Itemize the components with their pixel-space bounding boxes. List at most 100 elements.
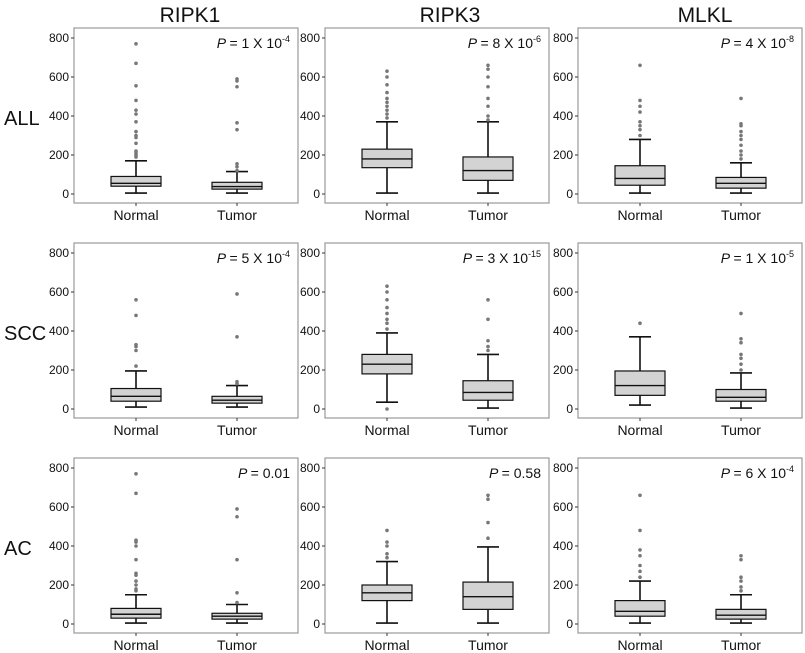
x-tick-label: Tumor: [721, 207, 761, 223]
outlier-point: [486, 298, 490, 302]
outlier-point: [739, 368, 743, 372]
outlier-point: [739, 153, 743, 157]
row-label: ALL: [4, 108, 40, 130]
iqr-box: [462, 581, 514, 610]
p-value-text: = 8 X 10: [480, 35, 533, 51]
y-tick-label: 200: [300, 363, 320, 377]
p-value-text: = 5 X 10: [229, 250, 282, 266]
x-tick-label: Tumor: [217, 422, 257, 438]
outlier-point: [739, 96, 743, 101]
outlier-point: [385, 305, 389, 310]
y-tick-label: 200: [49, 363, 69, 377]
outlier-point: [739, 557, 743, 562]
x-tick-label: Normal: [364, 422, 409, 438]
row-label: AC: [4, 538, 32, 560]
outlier-point: [134, 298, 138, 302]
outlier-point: [134, 571, 138, 576]
x-tick-label: Tumor: [721, 422, 761, 438]
p-value-text: = 0.01: [251, 465, 291, 481]
outlier-point: [235, 292, 239, 296]
outlier-point: [739, 149, 743, 153]
y-tick-label: 600: [553, 70, 573, 84]
panel-ac-ripk1: 0 200 400 600 800 Normal Tumor P = 0.01: [49, 457, 299, 653]
y-tick-label: 600: [300, 285, 320, 299]
iqr-box: [462, 380, 514, 401]
outlier-point: [385, 90, 389, 95]
outlier-point: [739, 133, 743, 138]
outlier-point: [739, 553, 743, 558]
panel-all-ripk1: 0 200 400 600 800 Normal Tumor P = 1 X 10-4: [49, 27, 299, 223]
p-value-text: = 0.58: [502, 465, 542, 481]
outlier-point: [739, 585, 743, 589]
outlier-point: [739, 311, 743, 316]
outlier-point: [486, 520, 490, 525]
box-tumor: Tumor: [211, 292, 263, 438]
p-exponent: -4: [282, 34, 290, 44]
outlier-point: [134, 538, 138, 542]
outlier-point: [385, 112, 389, 116]
outlier-point: [638, 98, 642, 103]
y-tick-label: 400: [553, 109, 573, 123]
box-tumor: Tumor: [211, 507, 263, 653]
outlier-point: [235, 77, 239, 81]
box-tumor: Tumor: [462, 63, 514, 223]
y-tick-label: 400: [49, 109, 69, 123]
outlier-point: [385, 327, 389, 331]
outlier-point: [739, 362, 743, 366]
y-tick-label: 200: [300, 578, 320, 592]
outlier-point: [134, 557, 138, 562]
p-value: P = 6 X 10-4: [721, 464, 794, 481]
outlier-point: [134, 112, 138, 116]
outlier-point: [486, 536, 490, 540]
column-title: RIPK1: [160, 4, 221, 27]
iqr-box: [715, 608, 767, 620]
y-tick-label: 800: [553, 31, 573, 45]
p-label: P: [217, 35, 230, 51]
panel-all-ripk3: 0 200 400 600 800 Normal Tumor P = 8 X 10-6: [300, 27, 550, 223]
x-tick-label: Tumor: [217, 207, 257, 223]
y-tick-label: 400: [553, 539, 573, 553]
outlier-point: [739, 356, 743, 361]
outlier-point: [134, 141, 138, 146]
plot-frame: [324, 242, 550, 419]
outlier-point: [638, 110, 642, 114]
y-tick-label: 200: [49, 578, 69, 592]
iqr-box: [462, 156, 514, 181]
y-tick-label: 600: [553, 500, 573, 514]
panel-scc-ripk3: 0 200 400 600 800 Normal Tumor P = 3 X 10-15: [300, 242, 550, 438]
outlier-point: [134, 83, 138, 88]
p-value-text: = 4 X 10: [733, 35, 786, 51]
p-value: P = 0.58: [489, 465, 541, 481]
outlier-point: [134, 133, 138, 138]
p-exponent: -15: [528, 249, 541, 259]
box-normal: Normal: [361, 69, 413, 223]
x-tick-label: Tumor: [468, 637, 508, 653]
p-exponent: -5: [786, 249, 794, 259]
box-normal: Normal: [614, 493, 666, 653]
outlier-point: [385, 552, 389, 556]
panel-all-mlkl: 0 200 400 600 800 Normal Tumor P = 4 X 10-8: [553, 27, 803, 223]
outlier-point: [235, 514, 239, 519]
outlier-point: [385, 528, 389, 533]
plot-frame: [577, 457, 803, 634]
iqr-box: [110, 175, 162, 187]
outlier-point: [638, 120, 642, 124]
x-tick-label: Tumor: [468, 422, 508, 438]
x-tick-label: Normal: [113, 637, 158, 653]
box-tumor: Tumor: [462, 493, 514, 653]
panel-scc-mlkl: 0 200 400 600 800 Normal Tumor P = 1 X 10-5: [553, 242, 803, 438]
box-normal: Normal: [361, 528, 413, 653]
outlier-point: [385, 83, 389, 87]
outlier-point: [486, 104, 490, 109]
outlier-point: [739, 143, 743, 148]
y-tick-label: 800: [553, 246, 573, 260]
outlier-point: [385, 75, 389, 79]
outlier-point: [134, 108, 138, 112]
outlier-point: [638, 104, 642, 109]
plot-frame: [73, 242, 299, 419]
outlier-point: [134, 42, 138, 46]
outlier-point: [385, 540, 389, 544]
outlier-point: [739, 340, 743, 345]
p-value-text: = 6 X 10: [733, 465, 786, 481]
